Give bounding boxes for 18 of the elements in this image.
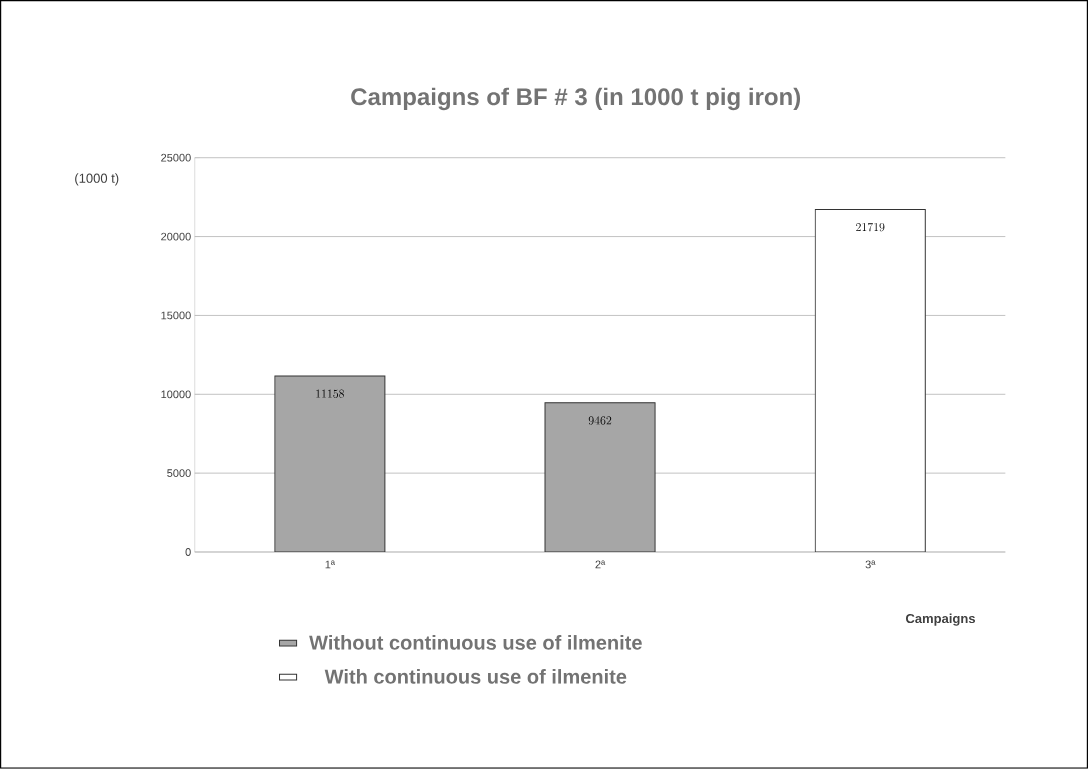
y-axis-title: (1000 t): [75, 173, 119, 186]
chart-title: Campaigns of BF # 3 (in 1000 t pig iron): [351, 87, 801, 111]
y-tick-label: 25000: [161, 153, 191, 162]
y-tick-label: 0: [185, 548, 191, 557]
x-tick-label: 2ª: [595, 560, 606, 569]
legend-label: With continuous use of ilmenite: [324, 669, 627, 684]
y-tick-label: 5000: [167, 469, 191, 478]
x-tick-label: 3ª: [865, 560, 876, 569]
x-axis-title: Campaigns: [905, 613, 976, 626]
data-label: 21719: [856, 223, 885, 232]
x-tick-label: 1ª: [325, 560, 335, 569]
y-tick-label: 20000: [161, 232, 191, 241]
bar: [814, 209, 926, 553]
data-label: 11158: [316, 389, 345, 398]
data-label: 9462: [588, 416, 612, 425]
y-tick-label: 15000: [161, 311, 191, 320]
legend-label: Without continuous use of ilmenite: [309, 635, 642, 650]
y-tick-label: 10000: [161, 390, 191, 399]
